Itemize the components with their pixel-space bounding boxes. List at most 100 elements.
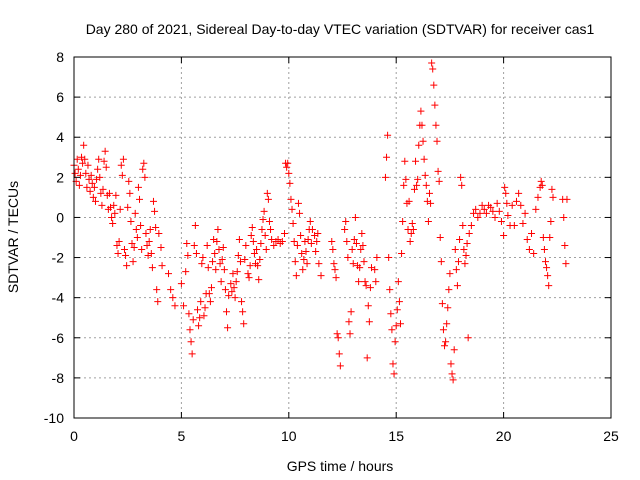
data-point (286, 179, 294, 187)
data-point (304, 236, 312, 244)
y-tick-label: 6 (56, 89, 64, 105)
data-point (111, 209, 119, 217)
data-point (476, 209, 484, 217)
data-point (328, 238, 336, 246)
data-point (112, 191, 120, 199)
data-point (448, 370, 456, 378)
data-point (393, 306, 401, 314)
data-point (261, 231, 269, 239)
data-point (391, 338, 399, 346)
data-point (285, 169, 293, 177)
data-point (158, 262, 166, 270)
data-point (438, 300, 446, 308)
data-point (98, 201, 106, 209)
data-point (362, 282, 370, 290)
data-point (359, 242, 367, 250)
data-point (147, 250, 155, 258)
data-point (247, 231, 255, 239)
data-point (482, 209, 490, 217)
data-point (414, 175, 422, 183)
data-point (540, 246, 548, 254)
data-point (197, 298, 205, 306)
data-point (430, 81, 438, 89)
data-point (236, 258, 244, 266)
data-point (345, 318, 353, 326)
data-point (299, 266, 307, 274)
data-point (263, 189, 271, 197)
data-point (81, 155, 89, 163)
data-point (298, 250, 306, 258)
data-point (405, 197, 413, 205)
data-point (186, 326, 194, 334)
data-point (138, 246, 146, 254)
data-point (495, 207, 503, 215)
data-point (196, 314, 204, 322)
data-point (110, 201, 118, 209)
data-point (289, 219, 297, 227)
data-point (115, 238, 123, 246)
data-point (364, 302, 372, 310)
data-point (358, 229, 366, 237)
data-point (199, 254, 207, 262)
data-point (441, 342, 449, 350)
data-point (347, 308, 355, 316)
y-tick-label: 0 (56, 209, 64, 225)
data-point (102, 163, 110, 171)
data-point (415, 141, 423, 149)
data-point (335, 350, 343, 358)
data-point (246, 262, 254, 270)
data-point (105, 189, 113, 197)
data-point (458, 181, 466, 189)
data-point (307, 240, 315, 248)
data-point (274, 236, 282, 244)
data-point (203, 242, 211, 250)
data-point (383, 153, 391, 161)
data-point (315, 260, 323, 268)
data-point (510, 221, 518, 229)
data-point (360, 258, 368, 266)
data-point (412, 157, 420, 165)
data-point (480, 205, 488, 213)
data-point (171, 302, 179, 310)
data-point (262, 246, 270, 254)
data-point (487, 203, 495, 211)
data-point (461, 260, 469, 268)
x-tick-label: 20 (496, 428, 512, 444)
data-point (76, 171, 84, 179)
data-point (302, 248, 310, 256)
data-point (233, 268, 241, 276)
data-point (434, 167, 442, 175)
data-point (388, 326, 396, 334)
data-point (546, 234, 554, 241)
data-point (152, 223, 160, 231)
data-point (294, 199, 302, 207)
data-point (253, 246, 261, 254)
data-point (385, 254, 393, 262)
data-point (429, 65, 437, 73)
data-point (231, 294, 239, 302)
data-point (398, 250, 406, 258)
data-point (187, 338, 195, 346)
data-point (401, 157, 409, 165)
data-point (361, 278, 369, 286)
data-point (515, 189, 523, 197)
y-axis-label: SDTVAR / TECUs (5, 181, 21, 293)
data-point (245, 274, 253, 282)
data-point (332, 274, 340, 282)
data-point (149, 197, 157, 205)
data-point (331, 266, 339, 274)
data-point (80, 141, 88, 149)
data-point (428, 59, 436, 67)
data-point (116, 205, 124, 213)
data-point (352, 240, 360, 248)
data-point (223, 308, 231, 316)
data-point (84, 161, 92, 169)
data-point (342, 217, 350, 225)
data-points (70, 59, 571, 384)
data-point (239, 308, 247, 316)
data-point (287, 195, 295, 203)
data-point (346, 330, 354, 338)
data-point (220, 266, 228, 274)
data-point (114, 250, 122, 258)
